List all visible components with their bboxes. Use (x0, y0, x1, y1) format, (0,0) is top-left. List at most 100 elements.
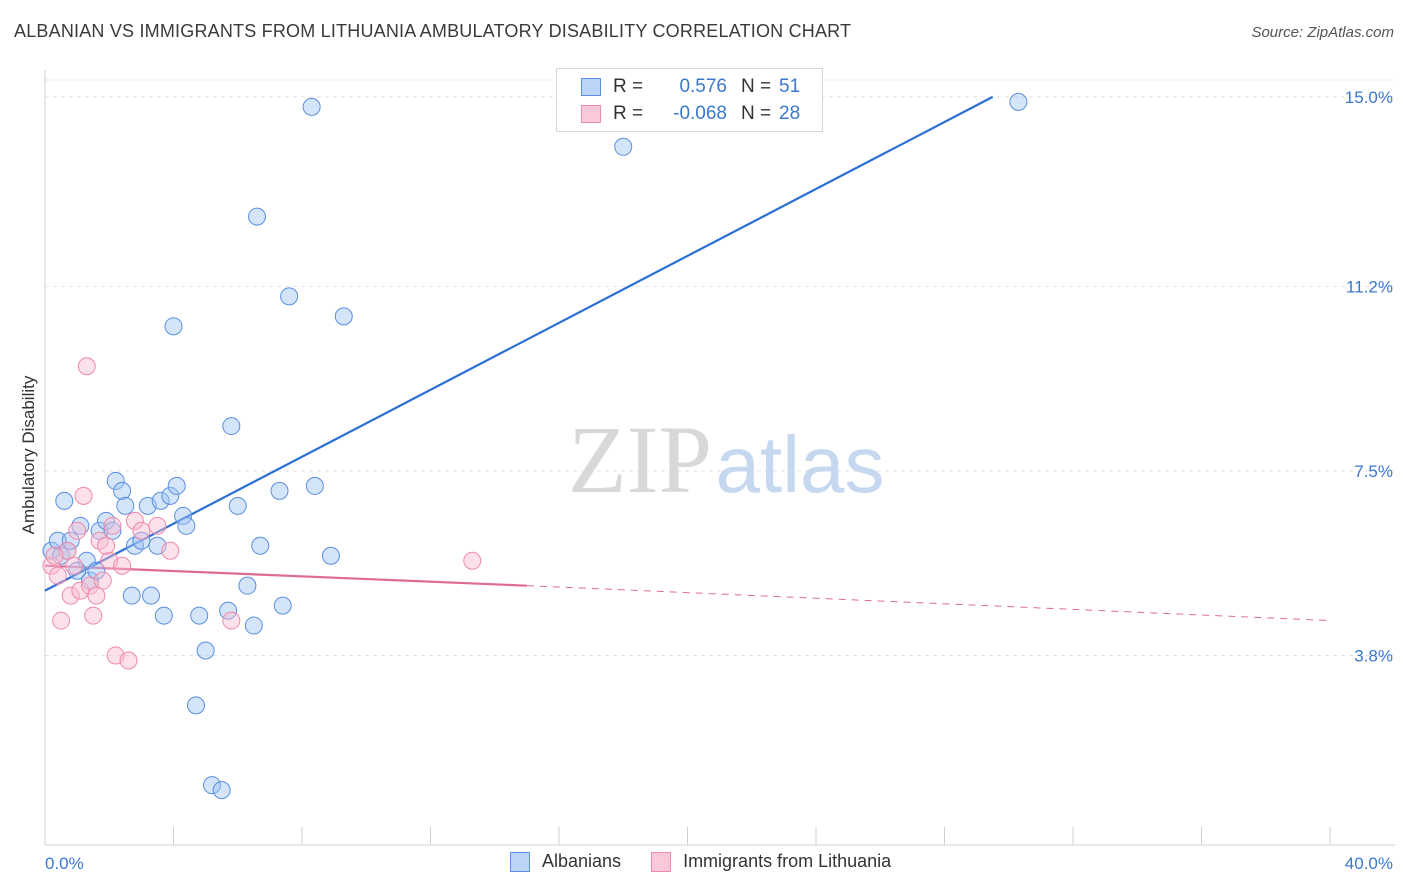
n-value: 51 (779, 76, 801, 97)
albanians-point (1009, 92, 1028, 111)
axes (44, 70, 1395, 846)
r-value: -0.068 (673, 103, 727, 124)
albanians-point (273, 596, 292, 615)
lithuania-point (71, 581, 90, 600)
tick-labels: 3.8% 7.5% 11.2% 15.0% 0.0% 40.0% (45, 88, 1393, 873)
r-label: R = (613, 103, 644, 124)
albanians-point (167, 476, 186, 495)
lithuania-point (97, 536, 116, 555)
chart-title: ALBANIAN VS IMMIGRANTS FROM LITHUANIA AM… (14, 21, 852, 41)
data-points (42, 92, 1028, 800)
y-tick-label: 3.8% (1354, 646, 1393, 665)
trendlines (44, 95, 1331, 622)
albanians-point (196, 641, 215, 660)
y-tick-label: 7.5% (1354, 462, 1393, 481)
n-label: N = (741, 76, 772, 97)
albanians-point (71, 516, 90, 535)
x-tick-label: 0.0% (45, 854, 84, 873)
legend-item-lithuania[interactable]: Immigrants from Lithuania (651, 851, 891, 872)
lithuania-point (148, 516, 167, 535)
albanians-point (280, 287, 299, 306)
albanians-point (122, 586, 141, 605)
lithuania-trendline (526, 585, 1331, 622)
legend-row-albanians: R = 0.576 N = 51 (581, 75, 819, 99)
grid-lines (45, 79, 1395, 656)
albanians-point (42, 541, 61, 560)
n-value: 28 (779, 103, 801, 124)
albanians-point (103, 521, 122, 540)
lithuania-point (119, 651, 138, 670)
albanians-point (113, 481, 132, 500)
albanians-point (228, 496, 247, 515)
r-value: 0.576 (679, 76, 727, 97)
lithuania-swatch (581, 105, 601, 123)
albanians-point (151, 491, 170, 510)
albanians-point (244, 616, 263, 635)
albanians-point (321, 546, 340, 565)
albanians-point (190, 606, 209, 625)
albanians-point (270, 481, 289, 500)
legend-row-lithuania: R = -0.068 N = 28 (581, 102, 819, 126)
albanians-point (238, 576, 257, 595)
albanians-point (248, 207, 267, 226)
lithuania-point (93, 571, 112, 590)
albanians-point (219, 601, 238, 620)
lithuania-point (103, 516, 122, 535)
y-axis-label: Ambulatory Disability (19, 375, 38, 534)
albanians-point (212, 781, 231, 800)
albanians-point (154, 606, 173, 625)
albanians-point (334, 307, 353, 326)
series-legend: Albanians Immigrants from Lithuania (510, 851, 921, 872)
correlation-legend: R = 0.576 N = 51 R = -0.068 N = 28 (556, 68, 823, 132)
albanians-point (61, 531, 80, 550)
albanians-point (161, 486, 180, 505)
albanians-trendline (44, 95, 994, 592)
albanians-point (203, 776, 222, 795)
lithuania-point (161, 541, 180, 560)
watermark-atlas: atlas (716, 420, 885, 509)
albanians-point (142, 586, 161, 605)
legend-item-albanians[interactable]: Albanians (510, 851, 621, 872)
lithuania-point (64, 556, 83, 575)
lithuania-point (68, 521, 87, 540)
albanians-point (55, 491, 74, 510)
lithuania-point (132, 521, 151, 540)
albanians-point (106, 471, 125, 490)
albanians-point (305, 476, 324, 495)
x-tick-label: 40.0% (1345, 854, 1393, 873)
lithuania-point (77, 357, 96, 376)
lithuania-trendline (44, 564, 527, 587)
legend-label: Immigrants from Lithuania (683, 851, 892, 871)
albanians-point (302, 97, 321, 116)
lithuania-point (74, 486, 93, 505)
lithuania-point (48, 566, 67, 585)
albanians-point (68, 561, 87, 580)
albanians-swatch (510, 851, 530, 872)
lithuania-point (222, 611, 241, 630)
watermark: ZIP atlas (568, 406, 884, 513)
albanians-point (614, 137, 633, 156)
source-label: Source: ZipAtlas.com (1251, 24, 1394, 41)
n-label: N = (741, 103, 772, 124)
albanians-point (48, 531, 67, 550)
albanians-swatch (581, 78, 601, 96)
lithuania-point (87, 586, 106, 605)
watermark-zip: ZIP (568, 406, 712, 513)
lithuania-point (61, 586, 80, 605)
albanians-point (174, 506, 193, 525)
albanians-point (186, 696, 205, 715)
lithuania-point (84, 606, 103, 625)
lithuania-point (42, 556, 61, 575)
albanians-point (116, 496, 135, 515)
lithuania-point (45, 546, 64, 565)
lithuania-point (113, 556, 132, 575)
lithuania-swatch (651, 851, 672, 872)
albanians-point (251, 536, 270, 555)
y-tick-label: 15.0% (1345, 88, 1393, 107)
lithuania-point (463, 551, 482, 570)
albanians-point (132, 531, 151, 550)
lithuania-point (52, 611, 71, 630)
r-label: R = (613, 76, 644, 97)
albanians-point (222, 417, 241, 436)
